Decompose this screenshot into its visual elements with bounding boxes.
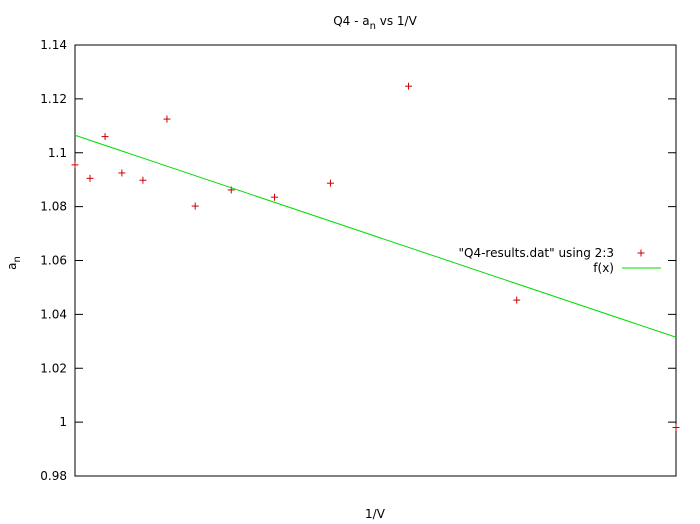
legend-label-fit: f(x) (593, 261, 614, 275)
y-tick-label: 1.1 (48, 146, 67, 160)
legend-label-data: "Q4-results.dat" using 2:3 (459, 246, 615, 260)
legend-plus-marker (637, 249, 645, 257)
data-point (71, 161, 79, 169)
plot-frame (74, 44, 677, 477)
data-point (271, 193, 279, 201)
chart-title: Q4 - an vs 1/V (333, 14, 417, 32)
fit-line (74, 134, 677, 338)
y-axis-ticks: 0.98 1 1.02 1.04 1.06 1.08 1.1 1.12 1.14 (40, 38, 676, 483)
data-point (405, 82, 413, 90)
legend-marker-data (637, 249, 645, 257)
data-point (513, 296, 521, 304)
x-axis-label: 1/V (365, 507, 386, 521)
data-point (101, 133, 109, 141)
data-point (86, 174, 94, 182)
legend: "Q4-results.dat" using 2:3 f(x) (459, 246, 661, 275)
y-tick-label: 1.04 (40, 307, 67, 321)
data-point (163, 115, 171, 123)
data-point (118, 169, 126, 177)
y-tick-label: 0.98 (40, 469, 67, 483)
y-tick-label: 1.08 (40, 200, 67, 214)
series-layer (71, 82, 680, 432)
data-point (672, 424, 680, 432)
data-point (191, 202, 199, 210)
y-tick-label: 1.02 (40, 361, 67, 375)
y-tick-label: 1.12 (40, 92, 67, 106)
y-axis-label: an (5, 256, 23, 270)
y-tick-label: 1 (59, 415, 67, 429)
data-point (139, 176, 147, 184)
y-tick-label: 1.14 (40, 38, 67, 52)
y-tick-label: 1.06 (40, 254, 67, 268)
data-point (326, 179, 334, 187)
